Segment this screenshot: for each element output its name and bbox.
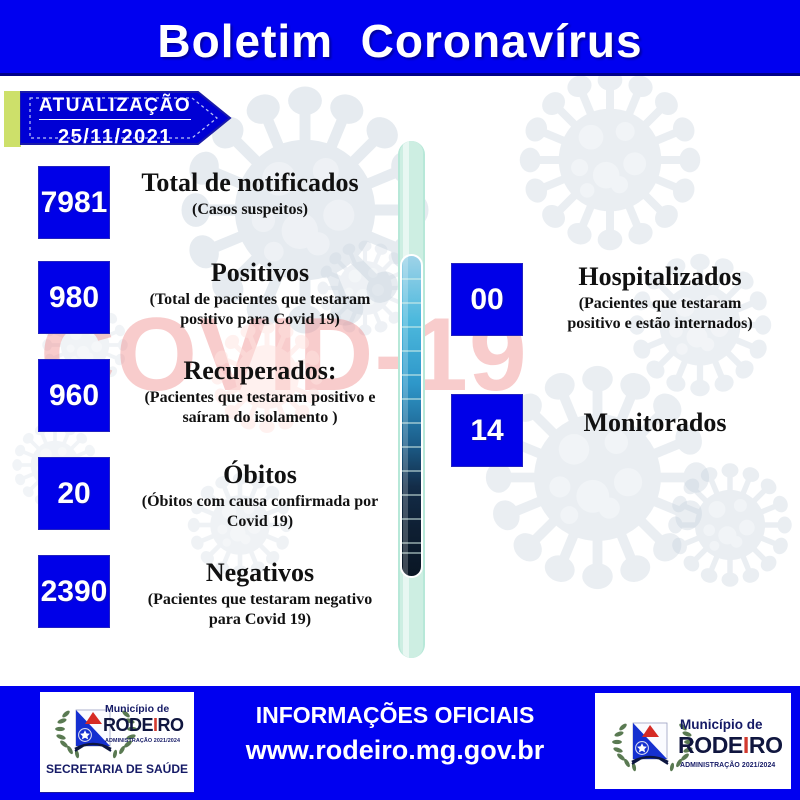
svg-text:RODEIRO: RODEIRO	[678, 732, 783, 758]
svg-text:Município de: Município de	[680, 717, 763, 732]
svg-text:ADMINISTRAÇÃO 2021/2024: ADMINISTRAÇÃO 2021/2024	[105, 737, 180, 744]
svg-text:ADMINISTRAÇÃO 2021/2024: ADMINISTRAÇÃO 2021/2024	[680, 760, 775, 769]
svg-text:RODEIRO: RODEIRO	[103, 715, 184, 735]
svg-text:Município de: Município de	[105, 703, 169, 715]
